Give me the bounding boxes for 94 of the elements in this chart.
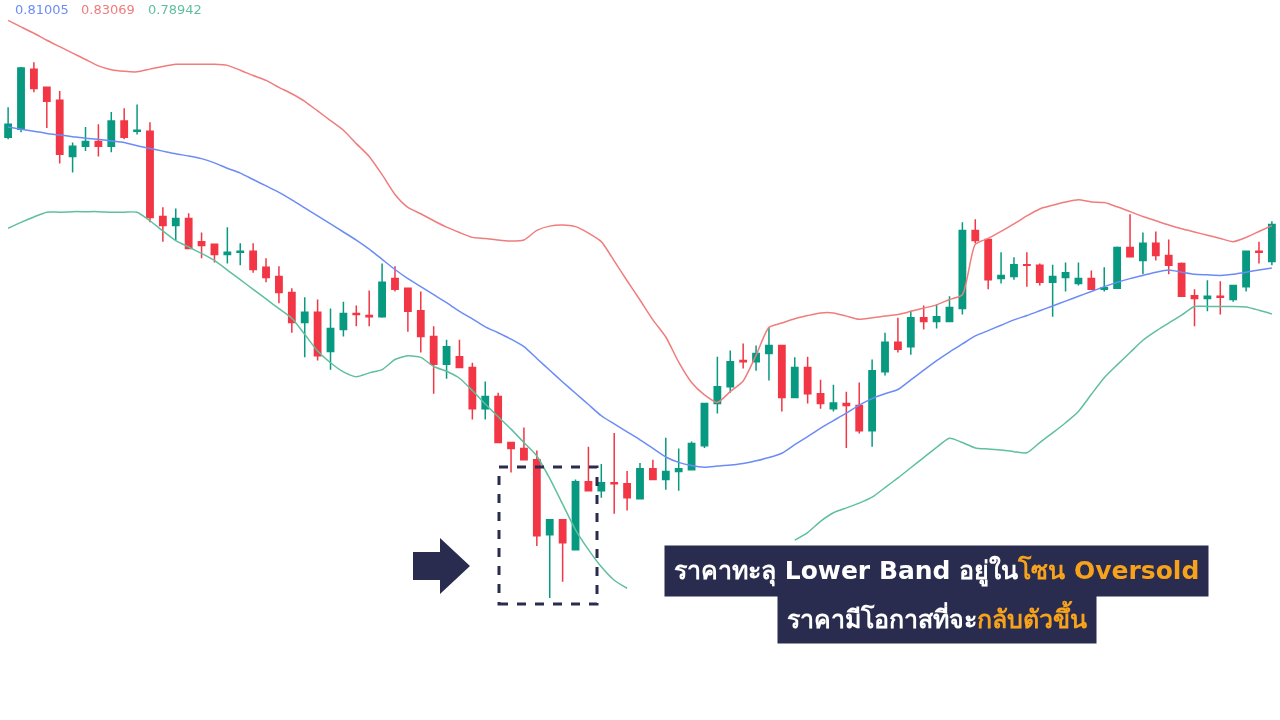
candlestick	[55, 90, 64, 165]
annotation: โซน Oversold	[1017, 555, 1200, 585]
candlestick	[1022, 251, 1031, 288]
candlestick	[287, 287, 296, 334]
candlestick	[158, 206, 167, 243]
candlestick	[133, 103, 141, 136]
candlestick	[352, 304, 361, 328]
candlestick	[1216, 280, 1225, 316]
candlestick	[120, 107, 129, 141]
candlestick	[378, 262, 386, 319]
candlestick	[532, 449, 541, 547]
candlestick	[429, 325, 438, 395]
candlestick	[1061, 261, 1070, 293]
candlestick	[881, 331, 889, 377]
candlestick	[1126, 213, 1134, 258]
candlestick	[455, 338, 464, 369]
candlestick	[94, 123, 103, 158]
candlestick	[365, 289, 374, 328]
candlestick	[1139, 231, 1147, 276]
candlestick	[146, 121, 154, 224]
candlestick	[739, 342, 748, 370]
text: 0.78942	[148, 2, 202, 17]
candlestick	[958, 221, 967, 316]
candlestick	[403, 287, 412, 333]
candlestick	[1087, 269, 1096, 291]
candlestick	[1190, 288, 1199, 328]
candlestick	[30, 61, 38, 93]
candlestick	[610, 432, 619, 515]
candlestick	[868, 358, 877, 448]
candlestick	[636, 462, 644, 500]
candlestick	[520, 426, 528, 461]
candlestick	[17, 66, 25, 134]
candlestick	[765, 326, 773, 382]
candlestick	[1048, 263, 1057, 318]
candlestick	[584, 446, 593, 492]
text: 0.81005	[15, 2, 69, 17]
candlestick	[623, 470, 632, 512]
candlestick	[1100, 266, 1109, 293]
candlestick	[558, 518, 567, 583]
candlestick	[4, 106, 13, 141]
candlestick	[416, 290, 425, 354]
candlestick	[713, 356, 722, 415]
candlestick	[275, 265, 283, 305]
candlestick	[494, 391, 503, 444]
candlestick	[855, 381, 864, 435]
candlestick	[507, 441, 515, 474]
candlestick	[661, 436, 670, 491]
candlestick	[1113, 245, 1122, 290]
candlestick	[1177, 261, 1186, 298]
candlestick	[1010, 256, 1018, 281]
candlestick	[984, 238, 993, 291]
candlestick	[184, 212, 193, 250]
candlestick	[597, 463, 606, 499]
candlestick	[468, 361, 477, 421]
candlestick	[236, 242, 245, 266]
candlestick	[1242, 250, 1250, 293]
candlestick	[1164, 238, 1173, 276]
candlestick	[1267, 220, 1276, 266]
candlestick	[674, 447, 683, 492]
candlestick	[919, 304, 928, 331]
candlestick	[223, 226, 232, 265]
candlestick	[816, 379, 825, 410]
candlestick	[971, 218, 980, 244]
candlestick	[1255, 240, 1263, 265]
candlestick	[1151, 230, 1160, 262]
candlestick	[648, 458, 657, 481]
candlestick	[726, 349, 735, 394]
candlestick	[197, 231, 206, 259]
candlestick	[391, 265, 399, 293]
candlestick	[171, 207, 180, 242]
candlestick	[1035, 262, 1044, 287]
candlestick	[262, 257, 270, 284]
candlestick	[326, 307, 335, 371]
candlestick	[790, 356, 799, 399]
candlestick	[777, 344, 786, 413]
candlestick	[107, 111, 116, 153]
candlestick	[545, 518, 554, 599]
candlestick	[1203, 279, 1212, 313]
candlestick	[1229, 284, 1238, 303]
candlestick	[906, 310, 915, 356]
candlestick	[894, 316, 902, 354]
candlestick	[997, 251, 1005, 285]
candlestick	[803, 356, 812, 405]
candlestick	[313, 298, 322, 362]
candlestick	[932, 303, 941, 330]
candlestick	[249, 242, 258, 274]
candlestick	[842, 390, 851, 449]
text: กลับตัวขึ้น	[977, 600, 1087, 634]
candlestick	[68, 141, 77, 174]
text: 0.83069	[81, 2, 135, 17]
candlestick	[42, 86, 51, 129]
candlestick	[829, 383, 838, 413]
candlestick	[481, 380, 490, 421]
candlestick	[300, 296, 309, 359]
